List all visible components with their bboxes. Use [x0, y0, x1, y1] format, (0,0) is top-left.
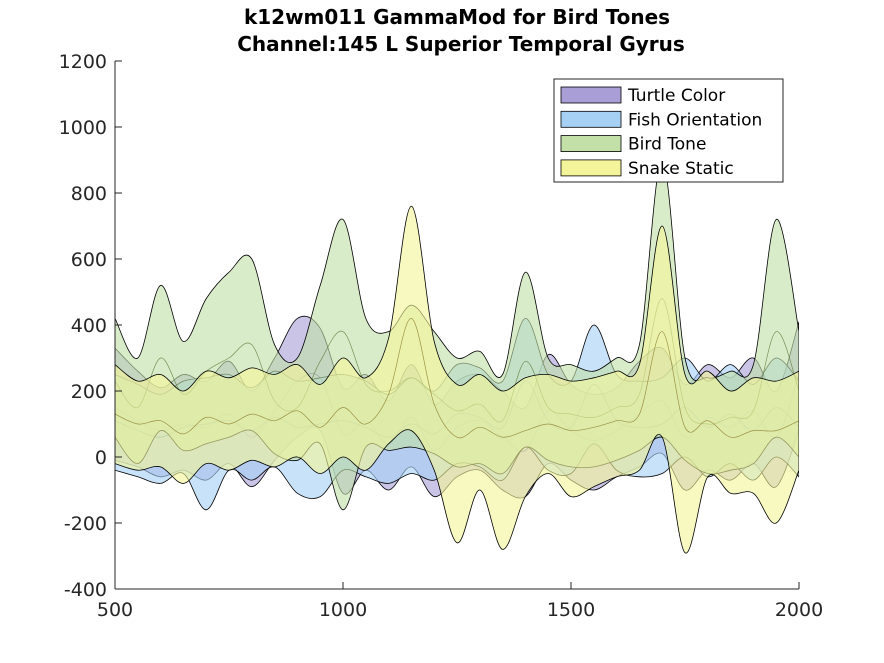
y-tick-label: -400 [64, 579, 107, 601]
plot-area [115, 159, 799, 554]
y-tick-label: 0 [95, 447, 107, 469]
axes: -400 -200 0 200 400 600 800 1000 1200 500 1000 1500… [59, 51, 824, 621]
x-tick-label: 500 [97, 599, 133, 621]
legend-swatch-snake-static [560, 159, 622, 177]
legend-label-fish-orientation: Fish Orientation [628, 110, 762, 130]
y-tick-label: 800 [71, 183, 107, 205]
y-tick-label: 600 [71, 249, 107, 271]
y-tick-label: 1200 [59, 51, 107, 73]
legend-label-bird-tone: Bird Tone [628, 135, 706, 155]
legend-label-turtle-color: Turtle Color [627, 86, 725, 106]
legend-label-snake-static: Snake Static [628, 159, 734, 179]
x-tick-label: 1500 [547, 599, 595, 621]
mean-line-snake-static [115, 318, 799, 439]
x-tick-label: 2000 [775, 599, 823, 621]
y-tick-label: -200 [64, 513, 107, 535]
legend-swatch-fish-orientation [560, 110, 622, 128]
legend-swatch-bird-tone [560, 135, 622, 153]
band-snake-static [115, 205, 799, 554]
legend-swatch-turtle-color [560, 86, 622, 104]
x-tick-label: 1000 [319, 599, 367, 621]
chart-subtitle: Channel:145 L Superior Temporal Gyrus [237, 32, 685, 56]
legend: Turtle Color Fish Orientation Bird Tone Sna… [553, 78, 784, 183]
y-tick-label: 400 [71, 315, 107, 337]
chart-title: k12wm011 GammaMod for Bird Tones [244, 5, 670, 29]
y-tick-label: 200 [71, 381, 107, 403]
y-tick-label: 1000 [59, 117, 107, 139]
